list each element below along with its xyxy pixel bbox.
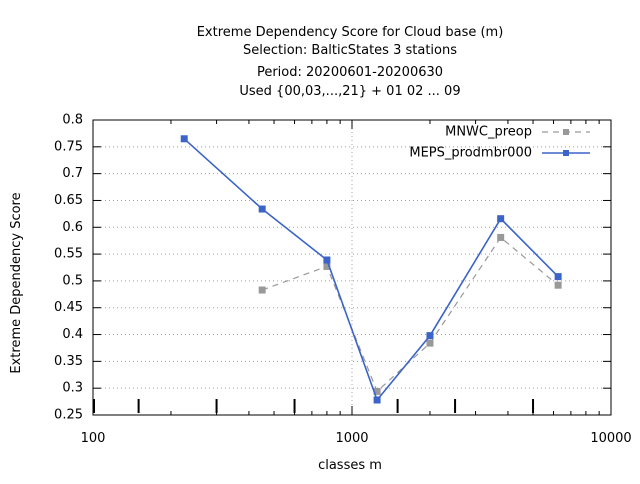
series	[180, 135, 562, 404]
data-point	[554, 273, 562, 281]
title-line-4: Used {00,03,...,21} + 01 02 ... 09	[239, 84, 460, 99]
y-tick-label: 0.7	[62, 166, 83, 181]
y-tick-label: 0.8	[62, 113, 83, 128]
data-point	[323, 256, 331, 264]
y-tick-label: 0.3	[62, 381, 83, 396]
title-line-2: Selection: BalticStates 3 stations	[243, 43, 457, 58]
legend-label: MNWC_preop	[445, 125, 532, 140]
y-axis-label: Extreme Dependency Score	[9, 192, 24, 373]
x-axis-label: classes m	[318, 458, 382, 473]
data-point	[554, 281, 562, 289]
y-tick-label: 0.45	[54, 300, 83, 315]
grid	[93, 120, 611, 415]
y-tick-label: 0.5	[62, 273, 83, 288]
data-point	[497, 233, 505, 241]
data-point	[373, 396, 381, 404]
legend: MNWC_preop MEPS_prodmbr000	[409, 125, 590, 161]
y-tick-label: 0.6	[62, 220, 83, 235]
legend-swatch-marker	[563, 150, 569, 156]
y-tick-label: 0.65	[54, 193, 83, 208]
data-point	[258, 205, 266, 213]
data-point	[258, 286, 266, 294]
x-tick-label: 1000	[335, 431, 368, 446]
title-line-3: Period: 20200601-20200630	[257, 65, 443, 80]
x-tick-label: 100	[81, 431, 106, 446]
y-tick-label: 0.4	[62, 327, 83, 342]
data-point	[180, 135, 188, 143]
chart-title: Extreme Dependency Score for Cloud base …	[197, 25, 504, 99]
legend-swatch-marker	[563, 129, 569, 135]
data-point	[426, 332, 434, 340]
axis-ticks: 0.25 0.3 0.35 0.4 0.45 0.5 0.55 0.6 0.65 0.7 0.75 0…	[54, 113, 632, 447]
series-line-meps-prodmbr000	[183, 138, 559, 402]
x-tick-label: 10000	[590, 431, 631, 446]
y-tick-label: 0.75	[54, 139, 83, 154]
y-tick-label: 0.35	[54, 354, 83, 369]
legend-label: MEPS_prodmbr000	[409, 146, 532, 161]
series-line-mnwc-preop	[261, 236, 559, 393]
class-marks	[93, 399, 535, 413]
data-point	[497, 215, 505, 223]
y-tick-label: 0.55	[54, 247, 83, 262]
data-point	[426, 339, 434, 347]
y-tick-label: 0.25	[54, 408, 83, 423]
title-line-1: Extreme Dependency Score for Cloud base …	[197, 25, 504, 40]
